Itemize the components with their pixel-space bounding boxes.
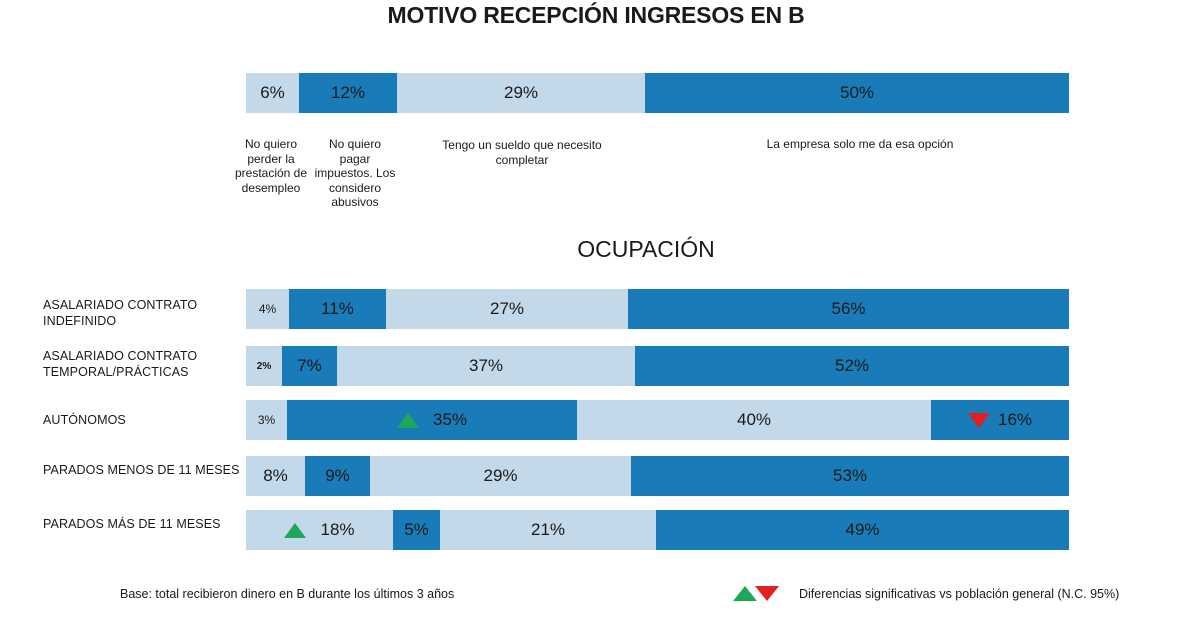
bar-segment: 56%	[628, 289, 1069, 329]
significance-legend: Diferencias significativas vs población …	[733, 586, 1119, 601]
bar-segment: 18%	[246, 510, 393, 550]
row-label: PARADOS MENOS DE 11 MESES	[43, 463, 240, 477]
bar-segment: 53%	[631, 456, 1069, 496]
category-label: No quiero perder la prestación de desemp…	[234, 137, 308, 195]
bar-segment: 52%	[635, 346, 1069, 386]
legend-text: Diferencias significativas vs población …	[799, 586, 1120, 601]
bar-segment: 37%	[337, 346, 635, 386]
significant-decrease-icon	[755, 586, 779, 601]
row-bar: 4% 11% 27% 56%	[246, 289, 1069, 329]
segment-value: 35%	[432, 410, 468, 429]
bar-segment: 9%	[305, 456, 370, 496]
bar-segment: 50%	[645, 73, 1069, 113]
row-bar: 18% 5% 21% 49%	[246, 510, 1069, 550]
row-bar: 8% 9% 29% 53%	[246, 456, 1069, 496]
segment-value: 16%	[997, 410, 1033, 429]
category-label: Tengo un sueldo que necesito completar	[442, 138, 602, 167]
row-bar: 3% 35% 40% 16%	[246, 400, 1069, 440]
significant-increase-icon	[284, 522, 307, 538]
significant-increase-icon	[396, 412, 419, 428]
row-label: AUTÓNOMOS	[43, 413, 126, 427]
bar-segment: 35%	[287, 400, 577, 440]
bar-segment: 2%	[246, 346, 282, 386]
section-title: OCUPACIÓN	[577, 236, 715, 262]
category-label: No quiero pagar impuestos. Los considero…	[314, 137, 396, 209]
bar-segment: 6%	[246, 73, 299, 113]
row-label: PARADOS MÁS DE 11 MESES	[43, 517, 221, 531]
bar-segment: 7%	[282, 346, 337, 386]
row-label: ASALARIADO CONTRATO INDEFINIDO	[43, 298, 198, 328]
bar-segment: 40%	[577, 400, 931, 440]
base-note: Base: total recibieron dinero en B duran…	[120, 587, 455, 601]
segment-value: 18%	[320, 520, 355, 539]
bar-segment: 3%	[246, 400, 287, 440]
motivo-bar: 6% 12% 29% 50%	[246, 73, 1069, 113]
bar-segment: 21%	[440, 510, 656, 550]
bar-segment: 5%	[393, 510, 440, 550]
bar-segment: 11%	[289, 289, 386, 329]
row-label: ASALARIADO CONTRATO TEMPORAL/PRÁCTICAS	[43, 349, 198, 379]
chart-title: MOTIVO RECEPCIÓN INGRESOS EN B	[387, 2, 805, 28]
significant-increase-icon	[733, 586, 757, 601]
bar-segment: 8%	[246, 456, 305, 496]
bar-segment: 29%	[397, 73, 645, 113]
bar-segment: 12%	[299, 73, 397, 113]
bar-segment: 4%	[246, 289, 289, 329]
row-bar: 2% 7% 37% 52%	[246, 346, 1069, 386]
bar-segment: 29%	[370, 456, 631, 496]
bar-segment: 49%	[656, 510, 1069, 550]
category-label: La empresa solo me da esa opción	[766, 137, 954, 151]
bar-segment: 16%	[931, 400, 1069, 440]
significant-decrease-icon	[967, 412, 990, 428]
bar-segment: 27%	[386, 289, 628, 329]
